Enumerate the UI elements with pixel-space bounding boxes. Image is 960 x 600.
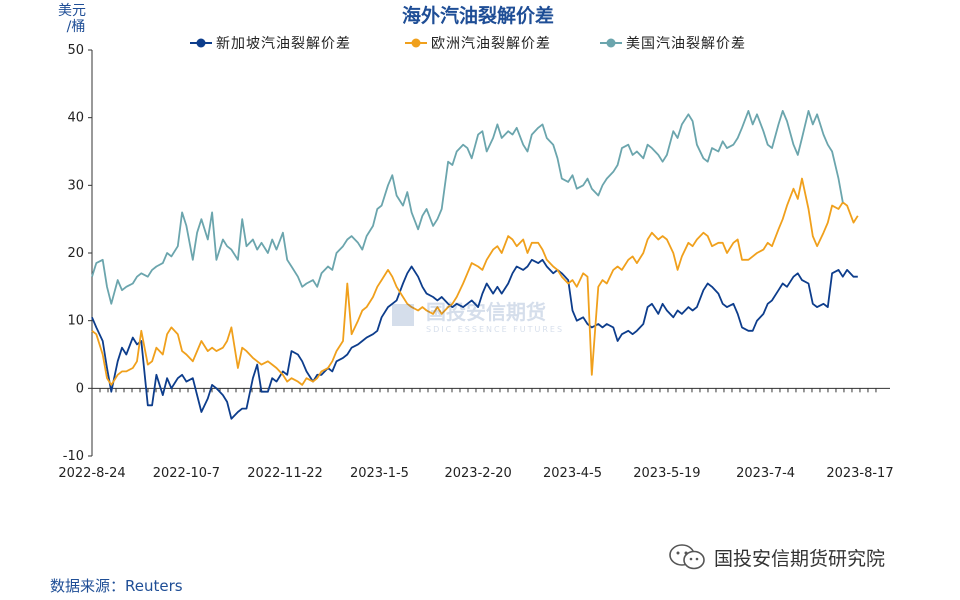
chart-title: 海外汽油裂解价差	[402, 4, 554, 27]
x-tick-label: 2023-4-5	[543, 466, 602, 481]
legend-marker-1	[196, 38, 206, 48]
plot-area	[91, 110, 859, 420]
y-tick-label: 10	[67, 314, 84, 329]
y-axis-unit-line1: 美元	[58, 3, 86, 19]
legend-marker-2	[411, 38, 421, 48]
x-tick-label: 2022-11-22	[247, 466, 323, 481]
y-tick-label: 50	[67, 43, 84, 58]
x-tick-label: 2023-2-20	[444, 466, 511, 481]
y-tick-label: 20	[67, 246, 84, 261]
series-line-2	[91, 177, 859, 386]
legend: 新加坡汽油裂解价差 欧洲汽油裂解价差 美国汽油裂解价差	[190, 36, 746, 52]
x-tick-label: 2023-7-4	[736, 466, 795, 481]
series-line-3	[91, 110, 844, 305]
y-tick-label: -10	[63, 449, 84, 464]
legend-label-2: 欧洲汽油裂解价差	[431, 36, 551, 52]
y-axis-unit-line2: /桶	[67, 19, 86, 35]
x-axis: 2022-8-24 2022-10-7 2022-11-22 2023-1-5 2023…	[58, 387, 894, 481]
legend-label-1: 新加坡汽油裂解价差	[216, 36, 351, 52]
brand-name: 国投安信期货研究院	[714, 547, 886, 570]
x-tick-label: 2023-8-17	[826, 466, 893, 481]
y-axis: -10 0 10 20 30 40 50	[63, 43, 93, 464]
legend-marker-3	[606, 38, 616, 48]
wechat-icon	[669, 544, 705, 570]
y-tick-label: 0	[76, 381, 84, 396]
legend-label-3: 美国汽油裂解价差	[626, 36, 746, 52]
x-tick-label: 2023-5-19	[633, 466, 700, 481]
x-tick-label: 2023-1-5	[350, 466, 409, 481]
brand-badge: 国投安信期货研究院	[668, 542, 885, 572]
data-source: 数据来源：Reuters	[50, 577, 183, 595]
y-tick-label: 30	[67, 178, 84, 193]
x-tick-label: 2022-10-7	[153, 466, 220, 481]
x-tick-label: 2022-8-24	[58, 466, 125, 481]
y-tick-label: 40	[67, 111, 84, 126]
series-line-1	[91, 258, 858, 420]
